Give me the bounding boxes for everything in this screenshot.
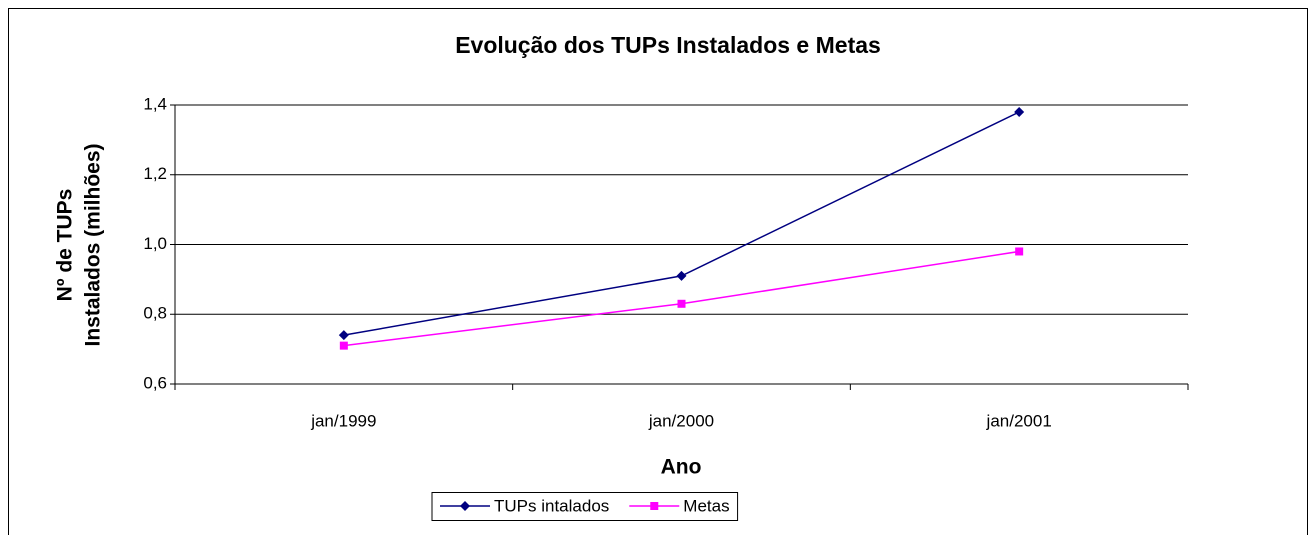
- legend: TUPs intalados Metas: [431, 492, 739, 521]
- marker: [676, 270, 687, 281]
- x-tick-label: jan/2001: [986, 411, 1052, 430]
- y-tick-label: 1,4: [143, 94, 167, 113]
- marker: [677, 299, 686, 308]
- y-axis-title-line: Nº de TUPs: [54, 189, 77, 302]
- chart-title: Evolução dos TUPs Instalados e Metas: [455, 32, 881, 58]
- marker: [1014, 106, 1025, 117]
- marker: [1015, 247, 1024, 256]
- chart-border: [8, 8, 1308, 535]
- x-tick-label: jan/1999: [310, 411, 376, 430]
- x-axis-title: Ano: [661, 456, 702, 479]
- legend-label: TUPs intalados: [494, 496, 609, 515]
- y-axis-title: Nº de TUPs Instalados (milhões): [54, 143, 105, 346]
- y-tick-label: 1,2: [143, 164, 167, 183]
- y-tick-label: 1,0: [143, 234, 167, 253]
- y-tick-label: 0,6: [143, 373, 167, 392]
- marker: [460, 501, 470, 511]
- x-tick-label: jan/2000: [648, 411, 714, 430]
- legend-label: Metas: [683, 496, 729, 515]
- y-tick-label: 0,8: [143, 304, 167, 323]
- y-axis-title-line: Instalados (milhões): [82, 143, 105, 346]
- marker: [650, 502, 659, 510]
- marker: [338, 330, 349, 341]
- marker: [339, 341, 348, 350]
